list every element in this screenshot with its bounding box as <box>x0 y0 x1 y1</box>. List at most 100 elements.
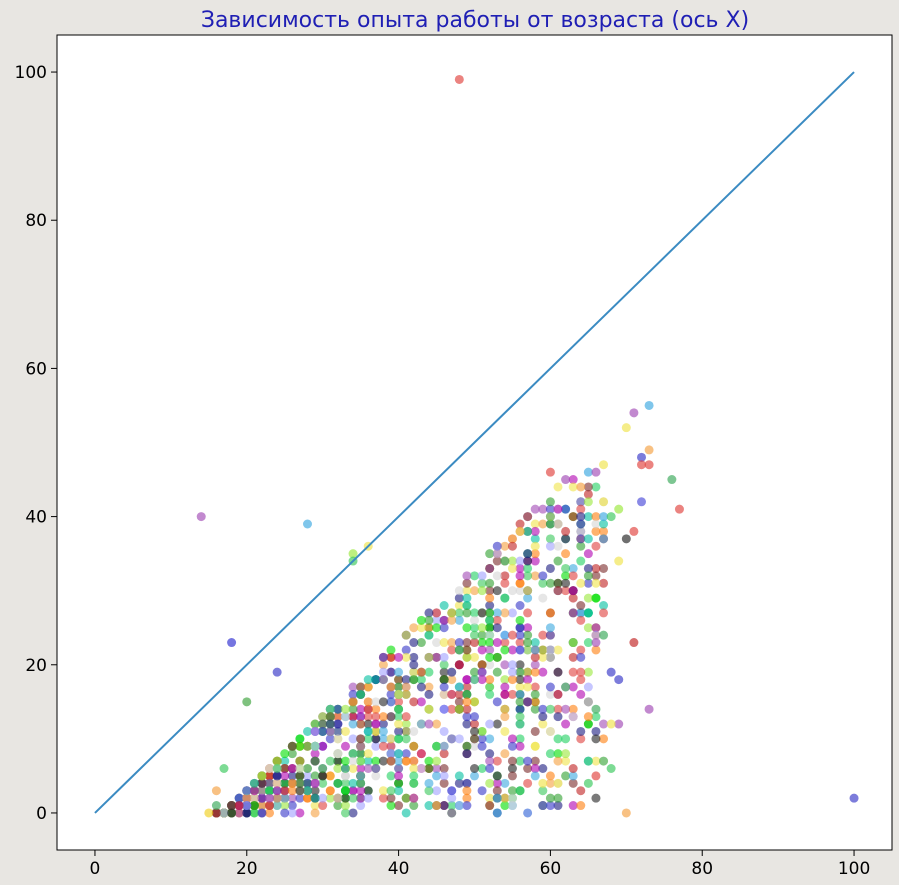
scatter-point <box>272 786 282 796</box>
scatter-point <box>242 793 252 803</box>
scatter-point <box>340 756 350 766</box>
scatter-point <box>470 630 479 640</box>
scatter-point <box>470 719 479 729</box>
scatter-point <box>371 697 381 707</box>
scatter-point <box>295 741 305 751</box>
scatter-point <box>310 756 320 766</box>
scatter-point <box>356 793 366 803</box>
y-tick-label: 80 <box>25 211 47 231</box>
scatter-point <box>523 512 533 522</box>
scatter-point <box>348 793 358 803</box>
scatter-point <box>371 771 381 781</box>
scatter-point <box>462 608 472 618</box>
scatter-point <box>348 778 358 788</box>
scatter-point <box>394 719 404 729</box>
scatter-point <box>485 630 495 640</box>
scatter-point <box>492 778 502 788</box>
scatter-point <box>507 786 517 796</box>
scatter-point <box>545 778 555 788</box>
scatter-point <box>462 652 472 662</box>
scatter-point <box>530 541 540 551</box>
scatter-point <box>599 630 609 640</box>
scatter-point <box>477 675 487 685</box>
scatter-point <box>386 749 396 759</box>
scatter-point <box>523 608 533 618</box>
scatter-point <box>318 764 328 773</box>
scatter-point <box>340 793 350 803</box>
scatter-point <box>568 608 578 618</box>
scatter-point <box>545 749 555 759</box>
scatter-point <box>553 689 563 699</box>
scatter-point <box>621 423 631 433</box>
scatter-point <box>348 808 358 818</box>
scatter-point <box>576 734 586 744</box>
scatter-point <box>553 586 563 596</box>
scatter-point <box>416 638 426 648</box>
scatter-point <box>432 756 442 766</box>
scatter-point <box>583 571 593 581</box>
scatter-point <box>637 460 646 470</box>
scatter-point <box>462 578 472 588</box>
scatter-point <box>470 764 479 773</box>
scatter-point <box>500 675 510 685</box>
scatter-point <box>507 764 517 773</box>
scatter-point <box>591 712 601 722</box>
scatter-point <box>371 764 381 773</box>
scatter-point <box>333 801 343 811</box>
scatter-point <box>507 675 517 685</box>
scatter-point <box>500 571 510 581</box>
scatter-point <box>424 778 434 788</box>
scatter-point <box>363 697 373 707</box>
scatter-point <box>356 764 366 773</box>
scatter-point <box>363 704 373 714</box>
scatter-point <box>515 756 525 766</box>
scatter-points <box>211 475 609 818</box>
scatter-point <box>303 764 312 773</box>
scatter-point <box>583 512 593 522</box>
scatter-point <box>318 712 328 722</box>
scatter-point <box>538 593 548 603</box>
scatter-point <box>576 601 586 610</box>
scatter-point <box>287 749 297 759</box>
scatter-point <box>424 719 434 729</box>
scatter-point <box>568 638 578 648</box>
scatter-point <box>439 704 449 714</box>
scatter-point <box>515 645 525 655</box>
scatter-point <box>386 793 396 803</box>
scatter-point <box>257 793 267 803</box>
scatter-point <box>477 586 487 596</box>
scatter-point <box>462 593 472 603</box>
scatter-point <box>576 652 586 662</box>
scatter-point <box>599 512 609 522</box>
scatter-point <box>500 593 510 603</box>
scatter-point <box>227 801 237 811</box>
scatter-point <box>310 808 320 818</box>
scatter-point <box>561 549 571 559</box>
scatter-point <box>409 764 419 773</box>
x-tick-label: 100 <box>838 859 870 879</box>
scatter-point <box>234 801 244 811</box>
scatter-point <box>340 712 350 722</box>
scatter-point <box>485 608 495 618</box>
scatter-point <box>348 549 358 559</box>
scatter-point <box>576 526 586 536</box>
scatter-point <box>591 467 601 477</box>
scatter-point <box>500 704 510 714</box>
scatter-point <box>454 704 464 714</box>
scatter-point <box>515 519 525 529</box>
scatter-point <box>394 652 404 662</box>
scatter-point <box>553 778 563 788</box>
scatter-point <box>318 801 328 811</box>
scatter-point <box>386 741 396 751</box>
scatter-point <box>538 504 548 514</box>
scatter-point <box>363 682 373 692</box>
scatter-point <box>545 630 555 640</box>
scatter-point <box>591 519 601 529</box>
scatter-point <box>530 534 540 544</box>
scatter-point <box>249 793 259 803</box>
scatter-point <box>530 726 540 736</box>
scatter-point <box>272 764 282 773</box>
scatter-point <box>538 652 548 662</box>
scatter-point <box>249 808 259 818</box>
scatter-point <box>515 682 525 692</box>
